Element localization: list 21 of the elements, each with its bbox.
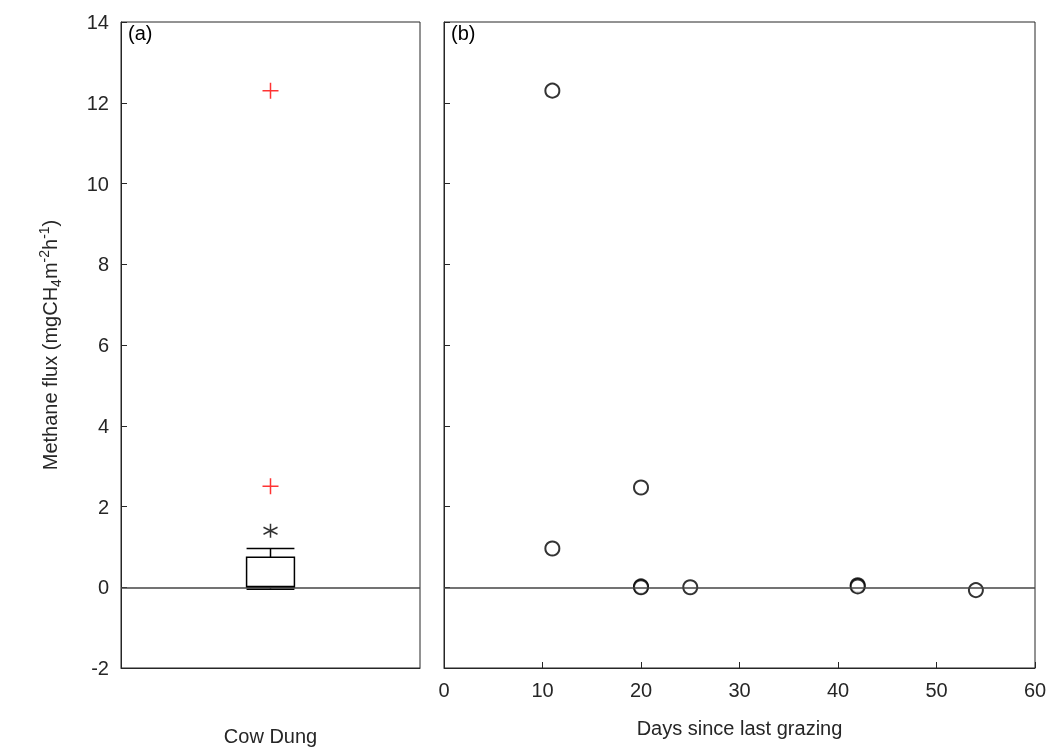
x-axis-title: Days since last grazing: [636, 717, 843, 739]
x-axis-title: Cow Dung: [223, 725, 318, 747]
y-tick-label: 8: [97, 253, 109, 276]
y-tick-label: 4: [97, 414, 109, 437]
chart-title: (a): [128, 22, 153, 44]
y-tick-label: -2: [91, 657, 109, 679]
x-tick-label: 40: [826, 679, 850, 701]
x-tick-label: 60: [1023, 679, 1047, 701]
y-tick-label: 2: [97, 495, 109, 518]
y-tick-label: 0: [97, 576, 109, 599]
x-tick-label: 0: [438, 679, 450, 701]
chart-title: (b): [451, 22, 476, 44]
x-tick-label: 20: [629, 679, 653, 701]
y-tick-label: 6: [97, 334, 109, 356]
y-tick-label: 12: [86, 91, 109, 114]
y-tick-label: 10: [86, 172, 109, 195]
y-axis-title: Methane flux (mgCH4m-2h-1): [36, 219, 64, 471]
y-tick-label: 14: [86, 11, 109, 33]
x-tick-label: 30: [728, 679, 751, 701]
x-tick-label: 50: [925, 679, 948, 701]
x-tick-label: 10: [531, 679, 554, 701]
